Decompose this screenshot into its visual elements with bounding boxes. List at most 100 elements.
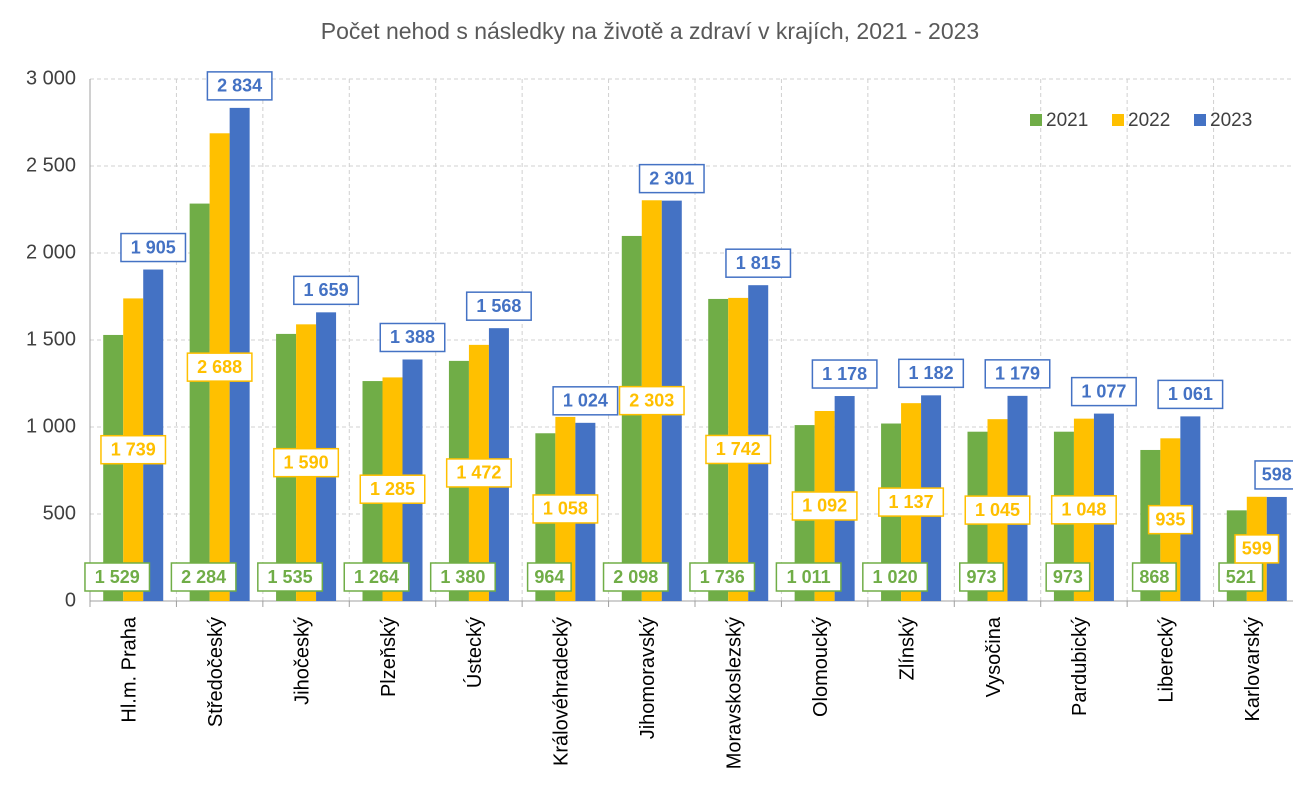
value-label: 1 137: [889, 492, 934, 512]
value-label-box: [602, 562, 669, 592]
value-label-box: [552, 386, 619, 416]
x-tick-label: Vysočina: [983, 616, 1005, 697]
value-label-box: [1050, 495, 1117, 525]
x-tick-label: Olomoucký: [810, 617, 832, 717]
value-label-box: [379, 322, 446, 353]
value-label: 973: [966, 567, 996, 587]
y-tick-label: 2 000: [26, 241, 76, 263]
value-label-box: [1131, 562, 1177, 592]
value-label: 1 472: [456, 463, 501, 483]
legend-label: 2022: [1128, 110, 1170, 131]
value-label: 2 284: [181, 567, 226, 587]
value-label-box: [1070, 376, 1137, 407]
legend-swatch: [1030, 114, 1042, 126]
value-label-box: [1157, 379, 1224, 410]
value-label-box: [120, 232, 187, 263]
value-label: 1 077: [1081, 381, 1126, 401]
legend-label: 2021: [1046, 110, 1088, 131]
value-label: 2 301: [649, 168, 694, 188]
value-label: 1 020: [873, 567, 918, 587]
value-label-box: [1254, 460, 1293, 490]
value-label: 1 742: [716, 439, 761, 459]
value-label-box: [878, 487, 945, 517]
value-label-box: [170, 562, 237, 592]
value-label: 1 048: [1061, 500, 1106, 520]
x-tick-label: Jihomoravský: [637, 617, 659, 739]
x-tick-label: Pardubický: [1069, 617, 1091, 716]
value-label-box: [186, 352, 253, 382]
y-tick-label: 2 500: [26, 154, 76, 176]
bar: [103, 334, 124, 601]
value-label-box: [1234, 534, 1280, 564]
value-label: 868: [1139, 567, 1169, 587]
value-label-box: [100, 434, 167, 465]
value-label-box: [959, 562, 1004, 592]
value-label: 973: [1053, 567, 1083, 587]
value-label-box: [689, 562, 756, 592]
value-label: 1 529: [95, 567, 140, 587]
value-label: 1 045: [975, 500, 1020, 520]
x-tick-label: Karlovarský: [1242, 617, 1264, 721]
value-label-box: [84, 562, 151, 592]
y-tick-label: 0: [65, 589, 76, 611]
value-label: 1 061: [1168, 384, 1213, 404]
value-label: 1 179: [995, 364, 1040, 384]
value-label: 1 815: [736, 253, 781, 273]
value-label-box: [445, 458, 512, 488]
value-label-box: [257, 562, 324, 592]
value-label: 1 535: [268, 567, 313, 587]
value-label-box: [465, 291, 532, 321]
value-label: 2 834: [217, 76, 262, 96]
value-label: 2 098: [613, 567, 658, 587]
value-label: 1 058: [543, 499, 588, 519]
x-tick-label: Ústecký: [463, 617, 486, 688]
value-label-box: [725, 248, 792, 278]
value-label: 1 905: [131, 237, 176, 257]
value-label-box: [811, 359, 878, 389]
x-tick-label: Moravskoslezský: [723, 617, 745, 769]
value-label: 599: [1242, 539, 1272, 559]
value-label-box: [705, 434, 772, 465]
value-label: 1 178: [822, 364, 867, 384]
value-label: 964: [534, 567, 564, 587]
value-label: 521: [1226, 567, 1256, 587]
x-tick-label: Hl.m. Praha: [118, 616, 140, 722]
legend-swatch: [1112, 114, 1124, 126]
value-label-box: [206, 71, 273, 101]
value-label: 2 303: [629, 390, 674, 410]
value-label-box: [638, 163, 705, 194]
value-label: 1 264: [354, 567, 399, 587]
value-label-box: [526, 562, 572, 592]
value-label-box: [984, 359, 1051, 389]
x-tick-label: Zlínský: [896, 617, 918, 680]
value-label-box: [1045, 562, 1091, 592]
value-label-box: [775, 562, 842, 592]
x-tick-label: Královéhradecký: [551, 617, 573, 766]
value-label: 1 739: [111, 439, 156, 459]
x-tick-label: Jihočeský: [291, 617, 313, 705]
value-label-box: [532, 494, 599, 524]
value-label: 1 011: [787, 567, 831, 587]
value-label-box: [862, 562, 929, 592]
value-label-box: [618, 385, 685, 416]
value-label-box: [273, 447, 340, 478]
y-tick-label: 500: [43, 502, 76, 524]
value-label: 1 380: [440, 567, 485, 587]
bar: [189, 203, 210, 602]
value-label: 1 568: [476, 296, 521, 316]
legend-swatch: [1194, 114, 1206, 126]
value-label: 1 182: [909, 363, 954, 383]
bar: [621, 235, 642, 601]
value-label-box: [898, 358, 965, 389]
value-label: 1 024: [563, 391, 608, 411]
x-tick-label: Liberecký: [1156, 617, 1178, 703]
x-tick-label: Plzeňský: [378, 617, 400, 697]
value-label-box: [429, 562, 496, 592]
value-label: 2 688: [197, 357, 242, 377]
value-label: 598: [1262, 465, 1292, 485]
value-label: 1 659: [304, 280, 349, 300]
value-label: 1 736: [700, 567, 745, 587]
value-label-box: [343, 562, 410, 592]
